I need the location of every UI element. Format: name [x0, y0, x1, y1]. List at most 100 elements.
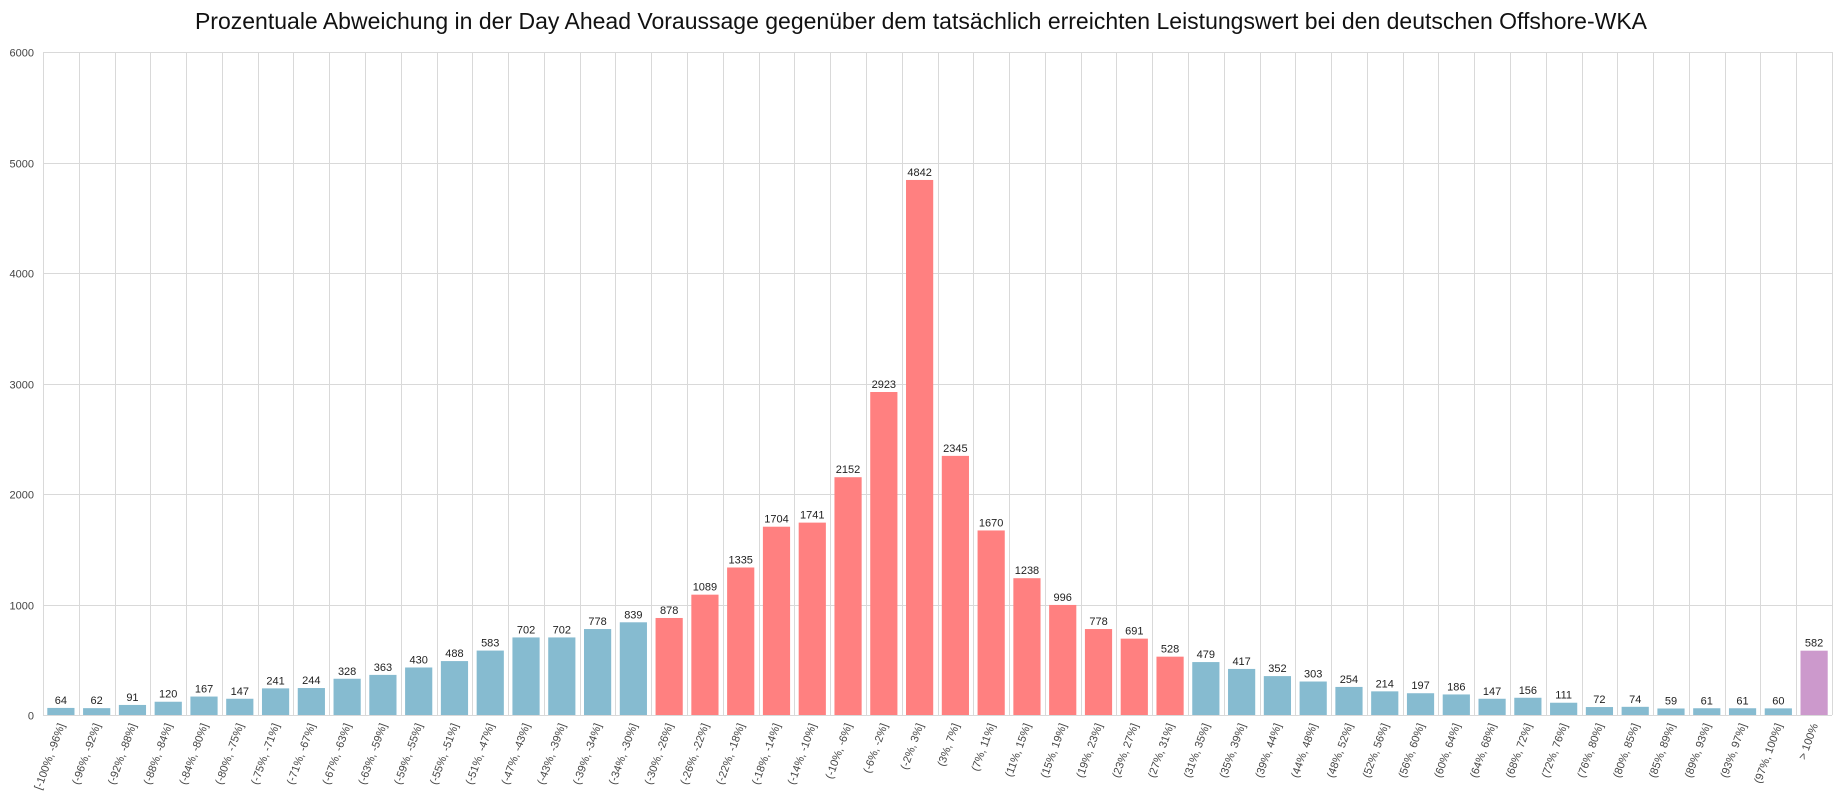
x-tick-label: (-51%, -47%]	[464, 722, 497, 786]
bar	[405, 667, 433, 715]
bar-value-label: 186	[1447, 681, 1465, 693]
bar-value-label: 528	[1161, 644, 1179, 656]
x-tick-label: (-67%, -63%]	[321, 722, 354, 786]
x-tick-label: (64%, 68%]	[1468, 722, 1499, 780]
bar-value-label: 74	[1629, 694, 1641, 706]
bar	[1371, 691, 1399, 715]
bar-value-label: 702	[553, 624, 571, 636]
x-tick-label: (-88%, -84%]	[142, 722, 175, 786]
bar	[1693, 708, 1721, 715]
bar-value-label: 60	[1772, 695, 1784, 707]
bar-value-label: 417	[1232, 656, 1250, 668]
bar	[1621, 706, 1649, 715]
bar	[512, 637, 540, 715]
x-tick-label: (-39%, -34%]	[571, 722, 604, 786]
bar-value-label: 197	[1411, 680, 1429, 692]
x-tick-label: (44%, 48%]	[1289, 722, 1320, 780]
x-tick-label: (11%, 15%]	[1003, 722, 1033, 779]
x-tick-label: (-80%, -75%]	[213, 722, 246, 786]
bar-value-label: 244	[302, 675, 320, 687]
y-tick-label: 4000	[10, 269, 34, 281]
x-tick-label: (-10%, -6%]	[824, 722, 855, 781]
x-tick-label: (68%, 72%]	[1504, 722, 1535, 780]
bar-value-label: 62	[91, 695, 103, 707]
bar-value-label: 1704	[764, 514, 788, 526]
x-tick-label: (-96%, -92%]	[70, 722, 103, 786]
bar-value-label: 1670	[979, 517, 1003, 529]
bar-value-label: 254	[1340, 674, 1358, 686]
x-tick-label: [-100%, -96%]	[33, 722, 68, 792]
x-tick-label: (-75%, -71%]	[249, 722, 282, 786]
bar	[226, 698, 254, 715]
x-tick-label: (80%, 85%]	[1611, 722, 1642, 780]
bar-value-label: 64	[55, 695, 67, 707]
bar-value-label: 72	[1593, 694, 1605, 706]
bar	[1120, 638, 1148, 715]
bar	[369, 674, 397, 715]
x-axis-ticks: [-100%, -96%] (-96%, -92%] (-92%, -88%] (-8…	[33, 722, 1821, 792]
x-tick-label: (-43%, -39%]	[535, 722, 568, 786]
bar-value-label: 120	[159, 689, 177, 701]
bar	[1299, 681, 1327, 715]
x-tick-label: (-63%, -59%]	[356, 722, 389, 786]
bar	[1228, 668, 1256, 715]
bar-value-label: 691	[1125, 626, 1143, 638]
bar-value-label: 839	[624, 609, 642, 621]
bar	[548, 637, 576, 715]
bar-value-label: 479	[1197, 649, 1215, 661]
y-tick-label: 3000	[10, 380, 34, 392]
y-tick-label: 0	[28, 711, 34, 723]
x-tick-label: (-92%, -88%]	[106, 722, 139, 786]
bar	[870, 392, 898, 715]
bar-value-label: 147	[231, 686, 249, 698]
x-tick-label: (-26%, -22%]	[679, 722, 712, 786]
x-tick-label: (-71%, -67%]	[285, 722, 318, 786]
x-tick-label: (31%, 35%]	[1182, 722, 1213, 780]
x-tick-label: (97%, 100%]	[1752, 722, 1785, 785]
x-tick-label: (-14%, -10%]	[786, 722, 819, 786]
bar	[154, 701, 182, 715]
bar	[941, 455, 969, 715]
bar	[977, 530, 1005, 715]
bar	[619, 622, 647, 715]
x-tick-label: (60%, 64%]	[1432, 722, 1463, 780]
x-tick-label: (39%, 44%]	[1254, 722, 1285, 780]
bar-value-label: 91	[126, 692, 138, 704]
x-tick-label: (76%, 80%]	[1576, 722, 1607, 780]
x-tick-label: (89%, 93%]	[1683, 722, 1714, 780]
bar-value-label: 582	[1805, 638, 1823, 650]
bar-value-label: 156	[1519, 685, 1537, 697]
x-tick-label: (-6%, -2%]	[862, 722, 891, 775]
bar	[906, 179, 934, 716]
x-tick-label: (23%, 27%]	[1110, 722, 1141, 780]
x-tick-label: (52%, 56%]	[1361, 722, 1392, 780]
bar	[1406, 693, 1435, 715]
y-tick-label: 5000	[10, 159, 34, 171]
bar	[1156, 656, 1184, 715]
bar-value-label: 328	[338, 666, 356, 678]
bar-value-label: 59	[1665, 695, 1677, 707]
bar-value-label: 2345	[943, 443, 967, 455]
y-tick-label: 1000	[10, 601, 34, 613]
bar	[1550, 702, 1578, 715]
bar	[1013, 578, 1041, 715]
bars	[47, 179, 1828, 716]
x-tick-label: (72%, 76%]	[1540, 722, 1571, 780]
bar	[261, 688, 290, 715]
bar-value-label: 2923	[872, 379, 896, 391]
x-tick-label: (27%, 31%]	[1146, 722, 1177, 780]
bar	[1514, 697, 1542, 715]
bar	[83, 708, 111, 715]
bar-value-label: 241	[266, 675, 284, 687]
bar	[333, 678, 361, 715]
bar	[1335, 686, 1363, 715]
bar	[798, 522, 826, 715]
x-tick-label: (-18%, -14%]	[750, 722, 783, 786]
bar-value-label: 303	[1304, 669, 1322, 681]
bar	[440, 661, 469, 715]
bar	[655, 617, 683, 715]
x-tick-label: (3%, 7%]	[936, 722, 963, 768]
bar-value-label: 1089	[693, 582, 717, 594]
bar-value-label: 2152	[836, 464, 860, 476]
bar-value-label: 147	[1483, 686, 1501, 698]
